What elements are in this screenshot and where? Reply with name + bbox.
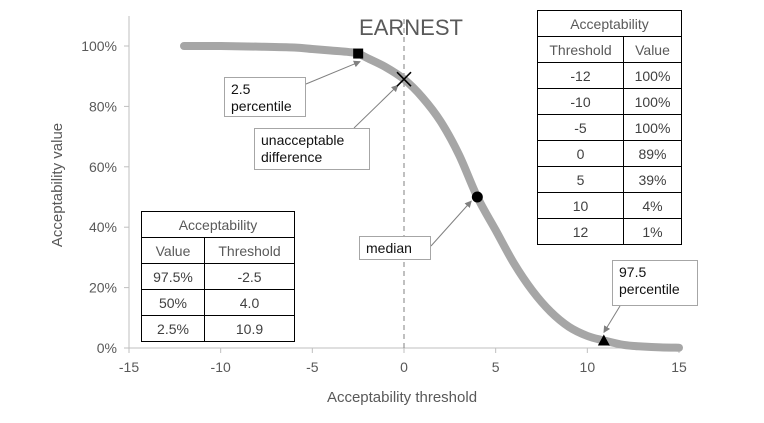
- table-cell: 100%: [623, 88, 682, 115]
- table-cell: 39%: [623, 166, 682, 193]
- table-header-value: Value: [623, 36, 682, 63]
- x-tick-label: 15: [671, 359, 687, 375]
- x-tick-label: 0: [400, 359, 408, 375]
- x-tick-label: -15: [119, 359, 139, 375]
- x-tick-label: -5: [306, 359, 319, 375]
- table-cell: -2.5: [204, 263, 295, 290]
- table-title: Acceptability: [141, 211, 295, 238]
- callout-2-5-percentile: 2.5 percentile: [224, 77, 306, 117]
- table-header-threshold: Threshold: [537, 36, 624, 63]
- 2-5-percentile-marker: [353, 48, 364, 59]
- table-cell: 97.5%: [141, 263, 205, 290]
- table-row: 10 4%: [537, 192, 682, 219]
- x-tick-label: 10: [580, 359, 596, 375]
- table-cell: 4%: [623, 192, 682, 219]
- table-title-row: Acceptability: [141, 211, 295, 238]
- table-cell: -5: [537, 114, 624, 141]
- table-cell: 89%: [623, 140, 682, 167]
- callout-97-5-percentile-line2: percentile: [619, 281, 680, 297]
- table-row: 0 89%: [537, 140, 682, 167]
- callout-unacceptable-line1: unacceptable: [261, 132, 345, 148]
- table-title: Acceptability: [537, 10, 682, 37]
- 97-5-percentile-marker: [597, 334, 610, 346]
- y-tick-label: 0%: [97, 340, 117, 356]
- table-row: 5 39%: [537, 166, 682, 193]
- table-cell: 10.9: [204, 315, 295, 342]
- chart-title: EARNEST: [359, 15, 463, 40]
- table-title-row: Acceptability: [537, 10, 682, 37]
- callout-2-5-percentile-line1: 2.5: [231, 81, 251, 97]
- y-tick-label: 40%: [89, 219, 117, 235]
- x-axis-title: Acceptability threshold: [327, 389, 477, 406]
- table-cell: 50%: [141, 289, 205, 316]
- table-cell: 100%: [623, 62, 682, 89]
- table-cell: 100%: [623, 114, 682, 141]
- threshold-value-table: Acceptability Threshold Value -12 100% -1…: [537, 10, 682, 245]
- y-axis-title: Acceptability value: [49, 123, 66, 247]
- callout-97-5-percentile-line1: 97.5: [619, 264, 647, 280]
- callout-arrow: [305, 60, 361, 85]
- table-row: 12 1%: [537, 218, 682, 245]
- percentile-table: Acceptability Value Threshold 97.5% -2.5…: [141, 211, 295, 342]
- table-cell: 1%: [623, 218, 682, 245]
- table-row: 50% 4.0: [141, 289, 295, 316]
- callout-arrow: [430, 200, 472, 247]
- callout-unacceptable-difference: unacceptable difference: [254, 128, 370, 170]
- table-cell: 5: [537, 166, 624, 193]
- table-cell: 2.5%: [141, 315, 205, 342]
- table-cell: 0: [537, 140, 624, 167]
- table-cell: 4.0: [204, 289, 295, 316]
- table-cell: 10: [537, 192, 624, 219]
- y-tick-label: 20%: [89, 280, 117, 296]
- axes-layer: -15 -10 -5 0 5 10 150%20%40%60%80%100%: [81, 16, 687, 375]
- table-header-threshold: Threshold: [204, 237, 295, 264]
- y-tick-label: 80%: [89, 98, 117, 114]
- table-header-row: Value Threshold: [141, 237, 295, 264]
- callout-median: median: [359, 236, 431, 260]
- table-row: -10 100%: [537, 88, 682, 115]
- table-row: 2.5% 10.9: [141, 315, 295, 342]
- median-marker: [471, 191, 483, 203]
- callout-unacceptable-line2: difference: [261, 149, 323, 165]
- callout-median-text: median: [366, 240, 412, 256]
- x-tick-label: -10: [211, 359, 231, 375]
- y-tick-label: 60%: [89, 159, 117, 175]
- unacceptable-difference-marker: [396, 71, 412, 87]
- table-cell: -10: [537, 88, 624, 115]
- callout-2-5-percentile-line2: percentile: [231, 98, 292, 114]
- callout-arrow: [353, 84, 399, 129]
- table-row: -12 100%: [537, 62, 682, 89]
- markers-layer: [305, 48, 621, 346]
- table-row: 97.5% -2.5: [141, 263, 295, 290]
- callout-arrow: [603, 305, 621, 334]
- y-tick-label: 100%: [81, 38, 117, 54]
- table-header-row: Threshold Value: [537, 36, 682, 63]
- table-header-value: Value: [141, 237, 205, 264]
- x-tick-label: 5: [492, 359, 500, 375]
- table-cell: -12: [537, 62, 624, 89]
- table-row: -5 100%: [537, 114, 682, 141]
- table-cell: 12: [537, 218, 624, 245]
- callout-97-5-percentile: 97.5 percentile: [612, 260, 698, 306]
